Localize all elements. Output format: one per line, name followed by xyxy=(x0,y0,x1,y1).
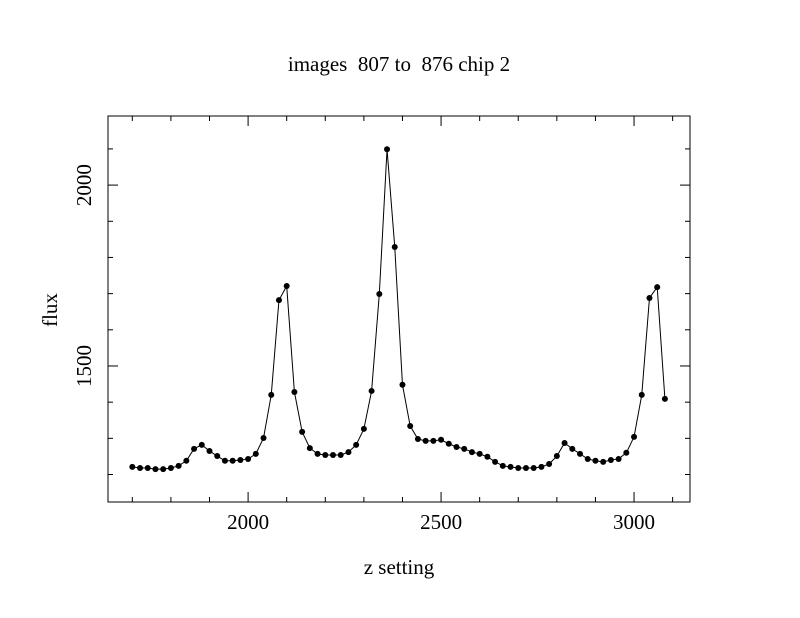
data-point xyxy=(530,464,537,471)
data-point xyxy=(245,455,252,462)
data-point xyxy=(330,451,337,458)
data-point xyxy=(430,437,437,444)
data-point xyxy=(376,290,383,297)
data-point xyxy=(221,457,228,464)
data-point xyxy=(291,389,298,396)
data-point xyxy=(345,449,352,456)
x-tick-label: 2500 xyxy=(420,510,462,534)
data-point xyxy=(414,436,421,443)
data-point xyxy=(546,461,553,468)
data-point xyxy=(252,450,259,457)
data-point xyxy=(175,462,182,469)
y-axis-label: flux xyxy=(38,293,62,327)
data-point xyxy=(553,453,560,460)
x-tick-label: 2000 xyxy=(227,510,269,534)
data-point xyxy=(607,457,614,464)
data-point xyxy=(569,445,576,452)
data-point xyxy=(484,453,491,460)
data-point xyxy=(399,381,406,388)
data-point xyxy=(492,458,499,465)
data-point xyxy=(275,297,282,304)
data-point xyxy=(191,445,198,452)
data-point xyxy=(561,440,568,447)
data-point xyxy=(407,423,414,430)
data-point xyxy=(638,391,645,398)
data-point xyxy=(229,457,236,464)
data-point xyxy=(631,433,638,440)
data-point xyxy=(322,451,329,458)
data-point xyxy=(654,284,661,291)
data-point xyxy=(615,455,622,462)
data-point xyxy=(283,283,290,290)
data-point xyxy=(538,463,545,470)
data-point xyxy=(306,445,313,452)
data-point xyxy=(360,425,367,432)
data-point xyxy=(476,450,483,457)
data-point xyxy=(592,457,599,464)
data-point xyxy=(206,447,213,454)
data-point xyxy=(260,434,267,441)
data-point xyxy=(577,450,584,457)
data-point xyxy=(522,464,529,471)
data-point xyxy=(314,450,321,457)
data-point xyxy=(584,455,591,462)
data-point xyxy=(368,387,375,394)
data-point xyxy=(422,437,429,444)
y-tick-label: 2000 xyxy=(72,164,96,206)
data-point xyxy=(137,464,144,471)
data-point xyxy=(152,466,159,473)
data-point xyxy=(461,445,468,452)
data-point xyxy=(661,395,668,402)
chart-title: images 807 to 876 chip 2 xyxy=(288,52,510,76)
data-point xyxy=(353,441,360,448)
data-point xyxy=(438,436,445,443)
data-point xyxy=(214,453,221,460)
y-tick-label: 1500 xyxy=(72,345,96,387)
data-point xyxy=(499,462,506,469)
data-point xyxy=(268,391,275,398)
data-point xyxy=(384,146,391,153)
data-point xyxy=(453,444,460,451)
data-point xyxy=(507,463,514,470)
data-point xyxy=(391,243,398,250)
data-point xyxy=(600,458,607,465)
data-point xyxy=(129,463,136,470)
x-axis-label: z setting xyxy=(364,555,435,579)
data-point xyxy=(445,440,452,447)
data-point xyxy=(468,449,475,456)
data-point xyxy=(337,451,344,458)
data-point xyxy=(299,428,306,435)
data-point xyxy=(183,457,190,464)
data-point xyxy=(198,441,205,448)
x-tick-label: 3000 xyxy=(613,510,655,534)
data-point xyxy=(160,466,167,473)
data-point xyxy=(144,464,151,471)
data-point xyxy=(515,464,522,471)
data-point xyxy=(646,294,653,301)
data-line xyxy=(132,149,666,470)
data-point xyxy=(623,449,630,456)
plot-frame xyxy=(107,115,691,503)
data-point xyxy=(237,457,244,464)
data-point xyxy=(167,464,174,471)
